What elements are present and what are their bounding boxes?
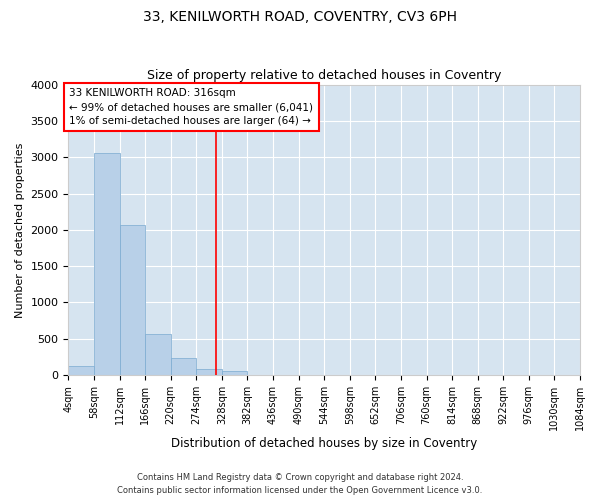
- Text: 33 KENILWORTH ROAD: 316sqm
← 99% of detached houses are smaller (6,041)
1% of se: 33 KENILWORTH ROAD: 316sqm ← 99% of deta…: [70, 88, 313, 126]
- Bar: [119, 224, 145, 375]
- Title: Size of property relative to detached houses in Coventry: Size of property relative to detached ho…: [147, 69, 502, 82]
- Bar: [145, 334, 171, 375]
- Bar: [94, 153, 119, 375]
- Bar: [196, 370, 222, 375]
- X-axis label: Distribution of detached houses by size in Coventry: Distribution of detached houses by size …: [171, 437, 478, 450]
- Bar: [171, 358, 196, 375]
- Bar: [222, 372, 247, 375]
- Bar: [68, 366, 94, 375]
- Text: Contains HM Land Registry data © Crown copyright and database right 2024.
Contai: Contains HM Land Registry data © Crown c…: [118, 474, 482, 495]
- Y-axis label: Number of detached properties: Number of detached properties: [15, 142, 25, 318]
- Text: 33, KENILWORTH ROAD, COVENTRY, CV3 6PH: 33, KENILWORTH ROAD, COVENTRY, CV3 6PH: [143, 10, 457, 24]
